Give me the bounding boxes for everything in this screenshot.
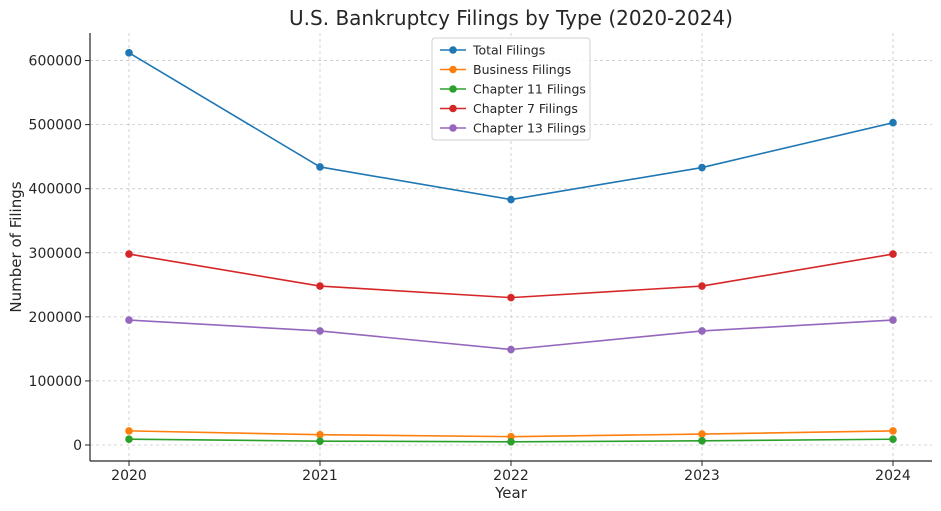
chart-title: U.S. Bankruptcy Filings by Type (2020-20… [289, 6, 733, 30]
data-point [316, 282, 324, 290]
data-point [125, 427, 133, 435]
legend-label: Chapter 11 Filings [473, 82, 586, 97]
legend: Total Filings Business Filings Chapter 11 … [431, 37, 591, 141]
x-tick-label: 2022 [493, 468, 529, 484]
series-chapter-13-filings [125, 316, 897, 354]
legend-box [431, 37, 591, 141]
data-point [125, 250, 133, 258]
legend-entry: Business Filings [440, 62, 571, 77]
y-tick-label: 600000 [29, 54, 82, 70]
data-point [698, 437, 706, 445]
y-tick-label: 400000 [29, 182, 82, 198]
legend-entry: Chapter 7 Filings [440, 101, 578, 116]
x-tick-label: 2021 [302, 468, 338, 484]
series-business-filings [125, 427, 897, 441]
data-point [698, 430, 706, 438]
data-point [507, 345, 515, 354]
series-chapter-11-filings [125, 435, 897, 446]
legend-entry: Chapter 11 Filings [440, 82, 586, 97]
data-point [507, 293, 515, 302]
data-point [507, 437, 515, 446]
legend-entry: Chapter 13 Filings [440, 121, 586, 136]
data-point [889, 250, 897, 258]
y-tick-label: 0 [73, 438, 82, 454]
data-point [125, 316, 133, 324]
legend-swatch-marker [449, 65, 457, 74]
data-point [316, 437, 324, 445]
legend-label: Chapter 7 Filings [473, 101, 578, 116]
data-point [698, 163, 706, 172]
data-point [125, 435, 133, 444]
series-chapter-7-filings [125, 250, 897, 302]
legend-swatch-marker [449, 104, 457, 113]
series-layer [125, 49, 897, 446]
series-total-filings [125, 49, 897, 204]
legend-label: Chapter 13 Filings [473, 121, 586, 136]
x-tick-label: 2023 [684, 468, 720, 484]
y-axis-ticks: 0 100000 200000 300000 400000 500000 600000 [29, 54, 90, 454]
legend-entry: Total Filings [440, 43, 545, 58]
data-point [889, 427, 897, 435]
data-point [507, 195, 515, 204]
legend-label: Business Filings [473, 62, 571, 77]
y-tick-label: 500000 [29, 118, 82, 134]
data-point [125, 49, 133, 57]
legend-swatch-marker [449, 46, 457, 54]
legend-label: Total Filings [472, 43, 545, 58]
x-axis-ticks: 2020 2021 2022 2023 2024 [111, 461, 911, 484]
data-point [698, 327, 706, 335]
legend-swatch-marker [449, 124, 457, 132]
y-tick-label: 300000 [29, 246, 82, 262]
data-point [316, 327, 324, 335]
y-axis-label: Number of Filings [7, 181, 25, 312]
x-axis-label: Year [494, 484, 528, 502]
data-point [889, 118, 897, 127]
data-point [889, 435, 897, 444]
data-point [889, 316, 897, 324]
y-tick-label: 100000 [29, 374, 82, 390]
x-tick-label: 2020 [111, 468, 147, 484]
data-point [698, 282, 706, 290]
x-tick-label: 2024 [875, 468, 911, 484]
y-tick-label: 200000 [29, 310, 82, 326]
legend-swatch-marker [449, 85, 457, 93]
data-point [316, 430, 324, 439]
data-point [316, 163, 324, 171]
